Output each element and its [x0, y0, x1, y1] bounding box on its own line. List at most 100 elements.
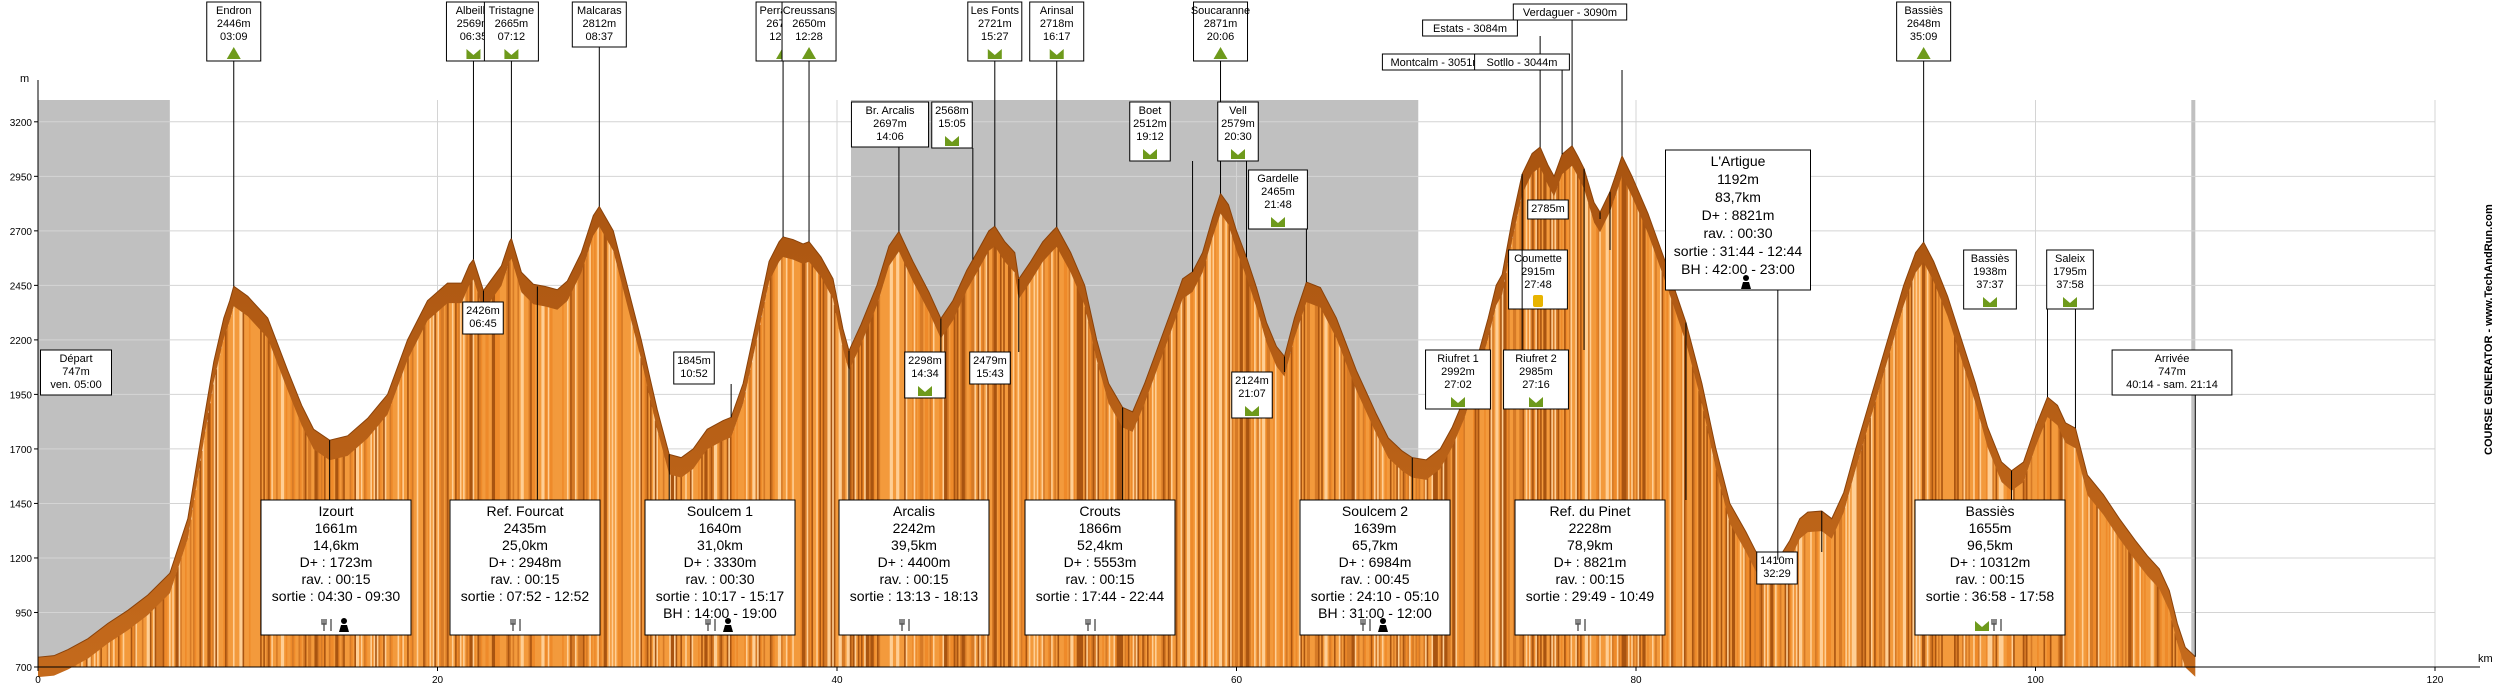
profile-stripe — [157, 602, 161, 667]
aid-station-line: 96,5km — [1967, 537, 2013, 553]
profile-stripe — [1273, 358, 1276, 667]
profile-stripe — [2160, 590, 2163, 667]
profile-stripe — [1947, 316, 1950, 667]
profile-stripe — [1075, 282, 1078, 667]
profile-stripe — [568, 294, 571, 667]
profile-stripe — [2137, 562, 2140, 667]
profile-stripe — [581, 268, 584, 667]
aid-station-line: BH : 14:00 - 19:00 — [663, 605, 777, 621]
profile-stripe — [2093, 500, 2096, 667]
profile-stripe — [976, 270, 979, 667]
profile-stripe — [1544, 177, 1548, 667]
profile-stripe — [1735, 532, 1738, 667]
profile-stripe — [2156, 585, 2160, 667]
profile-stripe — [426, 319, 429, 667]
profile-stripe — [1687, 348, 1690, 667]
profile-stripe — [1087, 321, 1091, 667]
profile-stripe — [2091, 498, 2094, 667]
point-label-line: 1938m — [1973, 266, 2007, 278]
profile-stripe — [1787, 560, 1791, 667]
profile-stripe — [2105, 517, 2109, 667]
profile-stripe — [566, 298, 570, 667]
profile-stripe — [1311, 302, 1314, 667]
profile-stripe — [606, 239, 610, 668]
profile-upper-band — [38, 145, 2196, 678]
profile-stripe — [236, 306, 239, 667]
profile-stripe — [419, 331, 423, 667]
profile-stripe — [592, 233, 595, 668]
profile-stripe — [149, 610, 153, 667]
profile-stripe — [1578, 177, 1581, 667]
profile-stripe — [517, 279, 520, 667]
profile-stripe — [194, 490, 197, 667]
profile-stripe — [1289, 352, 1292, 667]
profile-stripe — [1736, 534, 1739, 667]
profile-stripe — [1810, 529, 1813, 667]
aid-station-line: sortie : 24:10 - 05:10 — [1311, 588, 1440, 604]
profile-stripe — [463, 295, 466, 667]
profile-stripe — [181, 552, 185, 667]
profile-stripe — [1543, 174, 1546, 667]
profile-stripe — [2089, 497, 2093, 667]
profile-stripe — [1047, 253, 1051, 667]
profile-stripe — [1495, 303, 1498, 667]
profile-stripe — [1271, 354, 1274, 667]
profile-stripe — [437, 309, 440, 667]
profile-stripe — [1658, 262, 1661, 667]
profile-stripe — [167, 592, 170, 667]
aid-station-line: sortie : 13:13 - 18:13 — [850, 588, 979, 604]
point-label-line: 1795m — [2053, 266, 2087, 278]
profile-stripe — [1768, 576, 1771, 667]
profile-stripe — [1546, 181, 1549, 667]
profile-stripe — [2096, 504, 2099, 667]
profile-stripe — [1719, 482, 1722, 667]
profile-stripe — [490, 298, 493, 667]
profile-stripe — [1207, 249, 1210, 668]
profile-stripe — [159, 600, 162, 667]
col-icon-shape — [1049, 49, 1064, 59]
profile-stripe — [1832, 533, 1835, 667]
profile-stripe — [1465, 411, 1468, 667]
profile-stripe — [427, 317, 431, 667]
profile-stripe — [2163, 597, 2166, 667]
profile-stripe — [787, 256, 790, 667]
profile-stripe — [2140, 566, 2144, 667]
profile-stripe — [2158, 586, 2161, 667]
profile-stripe — [992, 245, 995, 667]
profile-stripe — [1928, 270, 1931, 667]
profile-stripe — [1057, 247, 1060, 667]
profile-stripe — [1655, 253, 1658, 667]
profile-stripe — [1540, 166, 1543, 667]
profile-stripe — [1588, 202, 1591, 667]
profile-stripe — [117, 634, 121, 667]
profile-stripe — [200, 450, 204, 667]
profile-stripe — [447, 301, 450, 667]
profile-stripe — [523, 293, 526, 667]
profile-stripe — [1791, 554, 1794, 667]
summit-tag-text: Verdaguer - 3090m — [1523, 7, 1617, 19]
profile-stripe — [1628, 187, 1631, 668]
profile-stripe — [1893, 336, 1896, 667]
col-icon-shape — [1245, 406, 1259, 416]
profile-stripe — [1618, 182, 1621, 667]
point-label-line: 2512m — [1133, 118, 1167, 130]
profile-stripe — [1605, 217, 1608, 667]
profile-stripe — [101, 645, 105, 667]
profile-stripe — [1952, 331, 1955, 667]
profile-stripe — [934, 324, 937, 667]
profile-stripe — [1866, 428, 1869, 667]
profile-stripe — [1249, 286, 1252, 667]
point-label-line: 40:14 - sam. 21:14 — [2126, 379, 2218, 391]
y-tick-label: 2950 — [10, 172, 33, 183]
waypoint-label-line: 06:35 — [460, 31, 488, 43]
profile-stripe — [1044, 256, 1047, 667]
col-icon-shape — [1451, 397, 1465, 407]
summit-icon — [1916, 47, 1931, 59]
profile-stripe — [765, 294, 768, 667]
x-tick-label: 120 — [2427, 675, 2444, 686]
profile-stripe — [771, 273, 774, 667]
profile-stripe — [1931, 277, 1934, 667]
profile-stripe — [1519, 201, 1522, 667]
aid-station-line: rav. : 00:15 — [1955, 571, 2024, 587]
profile-stripe — [932, 320, 936, 667]
